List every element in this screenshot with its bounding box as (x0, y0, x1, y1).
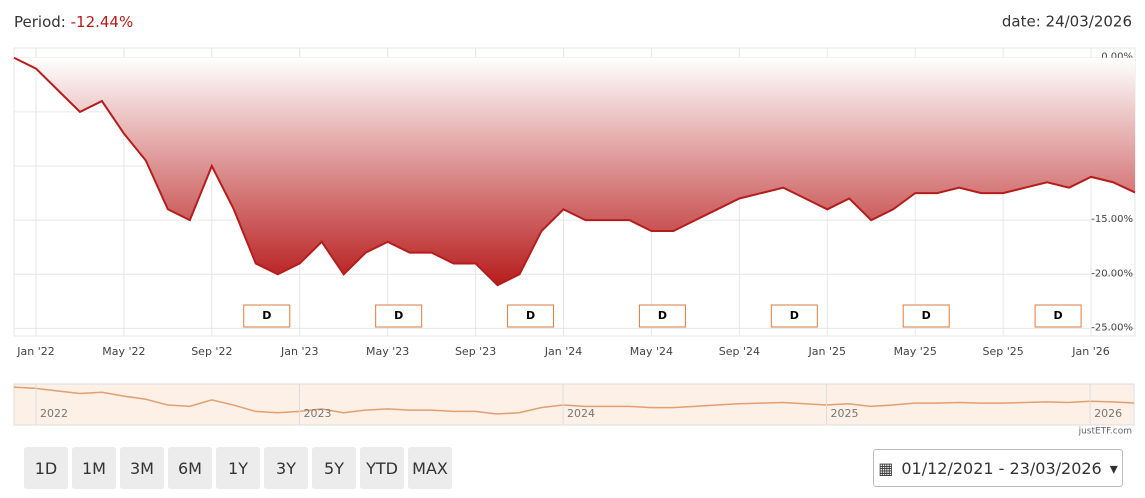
range-button[interactable]: YTD (360, 447, 404, 489)
y-tick-label: 0.00% (1101, 52, 1133, 63)
navigator-label: 2025 (831, 407, 859, 420)
navigator-label: 2022 (40, 407, 68, 420)
line (13, 56, 1136, 287)
dividend-label: D (922, 309, 931, 322)
date: date: 24/03/2026 (1002, 13, 1132, 31)
dividend-label: D (262, 309, 271, 322)
dividend-label: D (394, 309, 403, 322)
x-tick-label: Sep '22 (191, 345, 232, 358)
x-tick-label: May '25 (894, 345, 937, 358)
dividend-marker (770, 304, 818, 328)
caret: ▾ (1109, 458, 1118, 478)
period: Period: -12.44% (14, 13, 133, 31)
date-range[interactable]: ▦ 01/12/2021 - 23/03/2026 ▾ (873, 449, 1123, 487)
y-tick-label: -15.00% (1091, 214, 1133, 225)
range-button[interactable]: 3Y (264, 447, 308, 489)
x-tick-label: Jan '24 (544, 345, 582, 358)
area (14, 57, 1135, 286)
range-button[interactable]: 3M (120, 447, 164, 489)
x-tick-label: May '23 (366, 345, 409, 358)
range-button[interactable]: 6M (168, 447, 212, 489)
range-button[interactable]: 1D (24, 447, 68, 489)
navigator (13, 383, 1135, 426)
range-button[interactable]: 1M (72, 447, 116, 489)
dividend-label: D (526, 309, 535, 322)
navigator-label: 2023 (303, 407, 331, 420)
navigator-label: 2026 (1094, 407, 1122, 420)
y-tick-label: -25.00% (1091, 322, 1133, 333)
x-tick-label: Jan '23 (280, 345, 318, 358)
dividend-marker (375, 304, 423, 328)
navigator-label: 2024 (567, 407, 595, 420)
navigator-line (13, 386, 1135, 415)
dividend-label: D (790, 309, 799, 322)
date-range-text: 01/12/2021 - 23/03/2026 (901, 458, 1102, 478)
buttons: 1D 1M 3M 6M 1Y 3Y 5Y YTD MAX (24, 447, 452, 489)
x-tick-label: May '22 (102, 345, 145, 358)
dividend-label: D (658, 309, 667, 322)
calendar-icon: ▦ (878, 458, 894, 478)
x-tick-label: May '24 (630, 345, 673, 358)
period-label: Period: (14, 13, 66, 31)
x-tick-label: Sep '24 (719, 345, 760, 358)
x-tick-label: Sep '25 (982, 345, 1023, 358)
x-tick-label: Jan '26 (1071, 345, 1109, 358)
range-button[interactable]: MAX (408, 447, 452, 489)
range-button[interactable]: 5Y (312, 447, 356, 489)
dividend-marker (638, 304, 686, 328)
x-tick-label: Sep '23 (455, 345, 496, 358)
dividend-marker (243, 304, 291, 328)
dividend-marker (902, 304, 950, 328)
dividend-label: D (1054, 309, 1063, 322)
x-tick-label: Jan '22 (16, 345, 54, 358)
range-button[interactable]: 1Y (216, 447, 260, 489)
chart: Period: -12.44% date: 24/03/2026 justETF… (13, 13, 1136, 437)
y-tick-label: -20.00% (1091, 268, 1133, 279)
dividend-marker (507, 304, 555, 328)
period-value: -12.44% (71, 13, 134, 31)
credit: justETF.com (1078, 427, 1132, 437)
dividend-marker (1034, 304, 1082, 328)
x-tick-label: Jan '25 (808, 345, 846, 358)
